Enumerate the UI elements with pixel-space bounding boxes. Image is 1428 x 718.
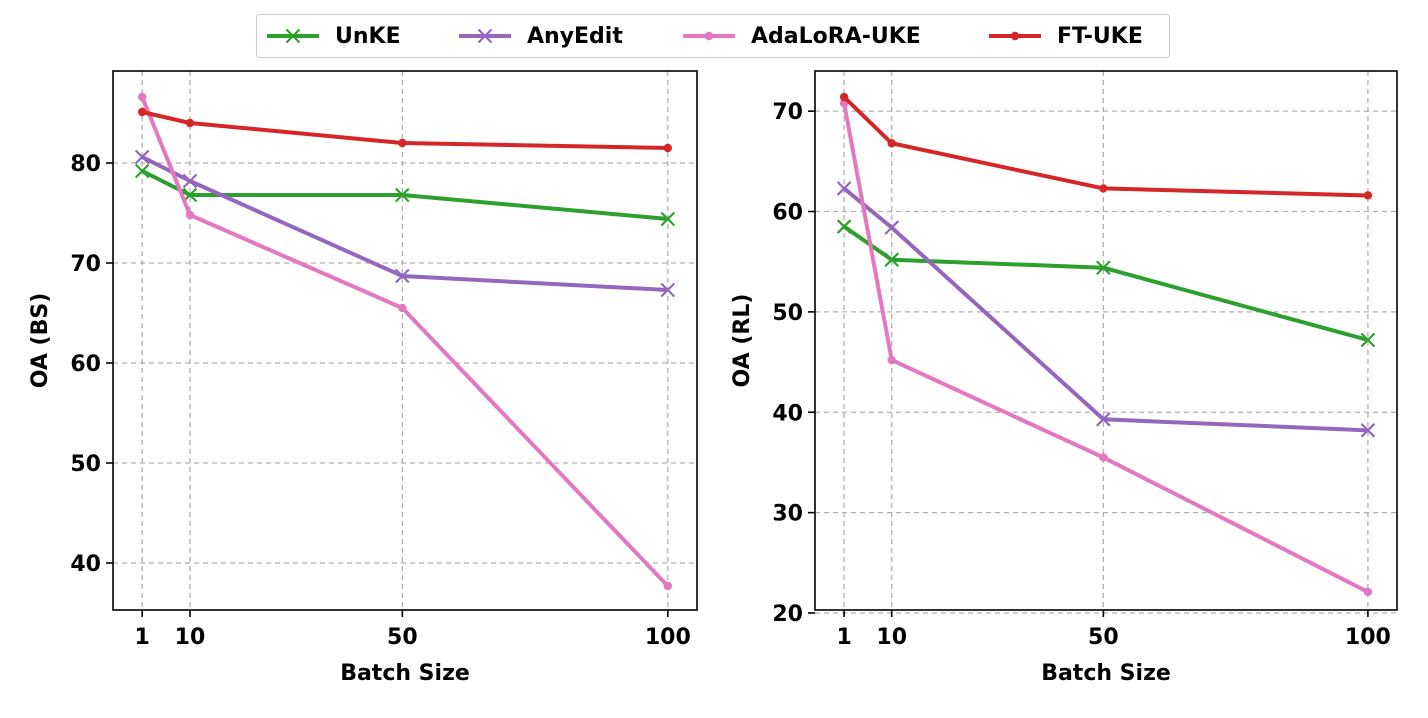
legend-marker xyxy=(285,28,301,44)
chart2-xlabel: Batch Size xyxy=(1041,661,1171,686)
chart2-xtick-label: 100 xyxy=(1345,625,1391,650)
chart1-ytick-label: 60 xyxy=(70,352,101,377)
legend: UnKE AnyEdit AdaLoRA-UKE FT-UKE xyxy=(256,14,1170,58)
legend-marker xyxy=(477,28,493,44)
chart1-series-anyedit xyxy=(141,155,668,292)
chart1-ytick-label: 50 xyxy=(70,452,101,477)
chart2-point-unke-100 xyxy=(1360,332,1376,348)
chart2-xtick-label: 10 xyxy=(876,625,907,650)
chart2-ylabel: OA (RL) xyxy=(730,294,755,388)
legend-marker xyxy=(704,31,714,41)
legend-swatch-ft-uke-icon xyxy=(989,31,1041,41)
chart2-ytick-label: 20 xyxy=(772,602,803,627)
chart1-point-ft-uke-50 xyxy=(398,138,407,148)
chart2-series-ft-uke xyxy=(842,95,1368,198)
chart2-xtick-label: 1 xyxy=(836,625,851,650)
chart1-ytick-label: 40 xyxy=(70,552,101,577)
chart2-axes-frame xyxy=(814,70,1398,611)
chart1-point-unke-100 xyxy=(660,211,676,227)
chart1-point-anyedit-100 xyxy=(660,282,676,298)
legend-marker xyxy=(1010,31,1020,41)
chart1-point-ft-uke-1 xyxy=(138,107,147,117)
chart2-point-ft-uke-10 xyxy=(887,139,896,148)
chart1-series-adalora-uke xyxy=(140,96,670,588)
legend-label-anyedit: AnyEdit xyxy=(527,23,623,49)
chart2-series-adalora-uke xyxy=(842,102,1369,594)
chart1-point-unke-1 xyxy=(134,163,150,179)
legend-item-anyedit: AnyEdit xyxy=(457,15,623,57)
legend-label-unke: UnKE xyxy=(335,23,401,49)
chart1-ytick-label: 70 xyxy=(70,252,101,277)
chart2-point-adalora-uke-100 xyxy=(1363,587,1373,597)
chart1-point-anyedit-50 xyxy=(395,268,410,284)
legend-item-ft-uke: FT-UKE xyxy=(987,15,1143,57)
chart2-ytick-label: 60 xyxy=(772,201,803,226)
chart1-ytick-label: 80 xyxy=(70,152,101,177)
chart2-point-ft-uke-50 xyxy=(1099,184,1108,193)
chart2-ytick-label: 70 xyxy=(772,100,803,125)
chart2-point-unke-10 xyxy=(884,252,899,267)
chart1-point-adalora-uke-10 xyxy=(185,210,195,220)
chart1-point-ft-uke-10 xyxy=(185,118,195,128)
chart1-axes-frame xyxy=(112,70,698,611)
legend-item-unke: UnKE xyxy=(265,15,401,57)
chart1-point-unke-50 xyxy=(395,187,410,203)
chart2-ytick-label: 50 xyxy=(772,301,803,326)
legend-swatch-anyedit-icon xyxy=(459,28,511,44)
legend-swatch-unke-icon xyxy=(267,28,319,44)
chart2-point-ft-uke-1 xyxy=(839,92,849,102)
chart2-point-anyedit-100 xyxy=(1360,423,1376,438)
chart2-point-unke-1 xyxy=(836,219,852,234)
chart2-point-unke-50 xyxy=(1096,260,1111,276)
chart2-ytick-label: 30 xyxy=(772,502,803,527)
chart2-point-adalora-uke-10 xyxy=(887,355,896,365)
chart1-series-ft-uke xyxy=(141,110,668,150)
chart1-ylabel: OA (BS) xyxy=(28,293,53,389)
legend-label-adalora-uke: AdaLoRA-UKE xyxy=(751,23,921,49)
chart1-point-anyedit-10 xyxy=(182,173,198,189)
chart1-xtick-label: 1 xyxy=(135,625,150,650)
chart1-xtick-label: 10 xyxy=(175,625,206,650)
chart2-point-adalora-uke-50 xyxy=(1099,453,1108,462)
chart1-xtick-label: 50 xyxy=(387,625,418,650)
chart1-xlabel: Batch Size xyxy=(340,661,470,686)
chart2-point-anyedit-10 xyxy=(884,220,899,235)
chart1-point-adalora-uke-50 xyxy=(398,303,407,313)
legend-label-ft-uke: FT-UKE xyxy=(1057,23,1143,49)
chart1-series-unke xyxy=(141,169,668,221)
chart1: 1 10 50 100 40 50 60 70 80 Batch Size OA (BS) xyxy=(28,70,698,686)
legend-swatch-adalora-uke-icon xyxy=(683,31,735,41)
legend-item-adalora-uke: AdaLoRA-UKE xyxy=(681,15,921,57)
chart2-series-anyedit xyxy=(842,186,1368,433)
chart1-point-ft-uke-100 xyxy=(663,143,672,153)
chart1-point-adalora-uke-1 xyxy=(138,92,147,102)
chart2-point-ft-uke-100 xyxy=(1363,191,1373,200)
chart2-xtick-label: 50 xyxy=(1088,625,1119,650)
chart2-series-unke xyxy=(842,224,1369,342)
chart1-xtick-label: 100 xyxy=(645,625,691,650)
chart2-point-anyedit-50 xyxy=(1096,412,1111,427)
chart2: 1 10 50 100 20 30 40 50 60 70 Batch Size OA (RL) xyxy=(730,70,1398,686)
chart2-ytick-label: 40 xyxy=(772,401,803,426)
chart1-point-anyedit-1 xyxy=(134,149,150,165)
chart1-point-adalora-uke-100 xyxy=(663,581,672,591)
chart2-point-anyedit-1 xyxy=(836,181,852,196)
